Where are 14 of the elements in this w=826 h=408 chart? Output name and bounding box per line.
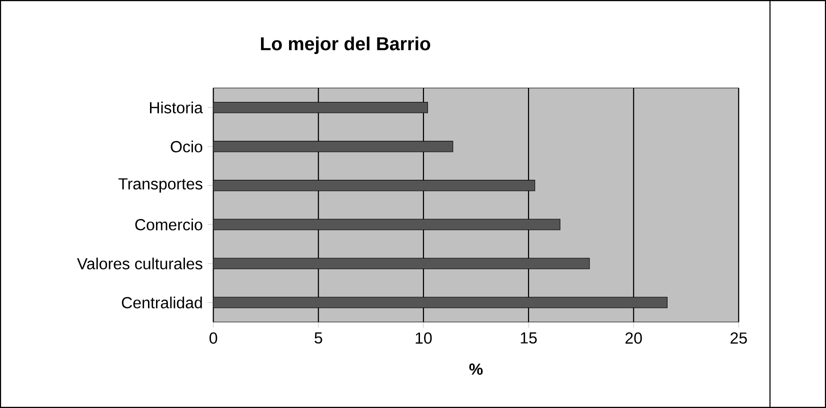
y-tick-label: Ocio (170, 140, 202, 152)
y-tick-label: Valores culturales (77, 258, 202, 270)
y-tick-label: Centralidad (122, 296, 202, 308)
x-tick-label: 5 (314, 332, 322, 344)
x-tick-label: 20 (625, 332, 642, 344)
y-tick-label: Historia (150, 102, 203, 114)
chart-title: Lo mejor del Barrio (261, 36, 430, 54)
x-tick-label: 15 (520, 332, 537, 344)
y-tick-label: Transportes (118, 178, 202, 193)
x-axis-title: % (469, 364, 483, 375)
x-tick-label: 0 (210, 332, 218, 344)
y-tick-label: Comercio (135, 218, 202, 230)
x-tick-label: 25 (730, 332, 747, 344)
x-tick-label: 10 (416, 332, 432, 344)
